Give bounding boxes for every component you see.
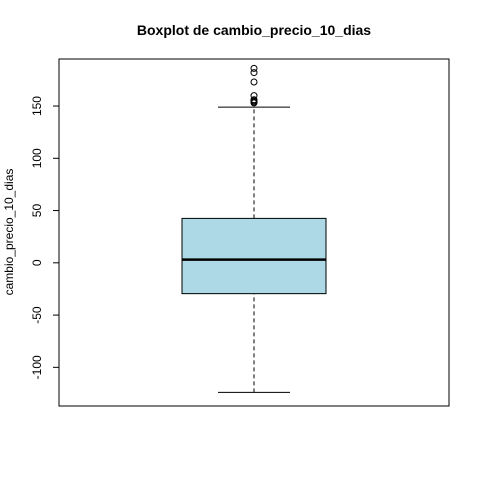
outlier-point: [250, 78, 258, 86]
outliers: [250, 64, 258, 107]
box-plot: [181, 106, 327, 393]
outlier-point: [250, 64, 258, 72]
interquartile-box: [181, 217, 327, 295]
y-axis: -100 -50 0 50 100 150: [30, 96, 60, 379]
chart-title: Boxplot de cambio_precio_10_dias: [137, 22, 371, 38]
outlier-point: [250, 96, 258, 104]
outlier-point: [250, 69, 258, 77]
y-tick-label: 0: [30, 259, 44, 266]
outlier-point: [250, 92, 258, 100]
y-tick-label: 50: [30, 204, 44, 218]
y-tick-label: -100: [30, 355, 44, 379]
y-axis-label: cambio_precio_10_dias: [2, 169, 16, 296]
y-tick-label: -50: [30, 306, 44, 324]
y-tick-label: 100: [30, 148, 44, 168]
y-tick-label: 150: [30, 96, 44, 116]
